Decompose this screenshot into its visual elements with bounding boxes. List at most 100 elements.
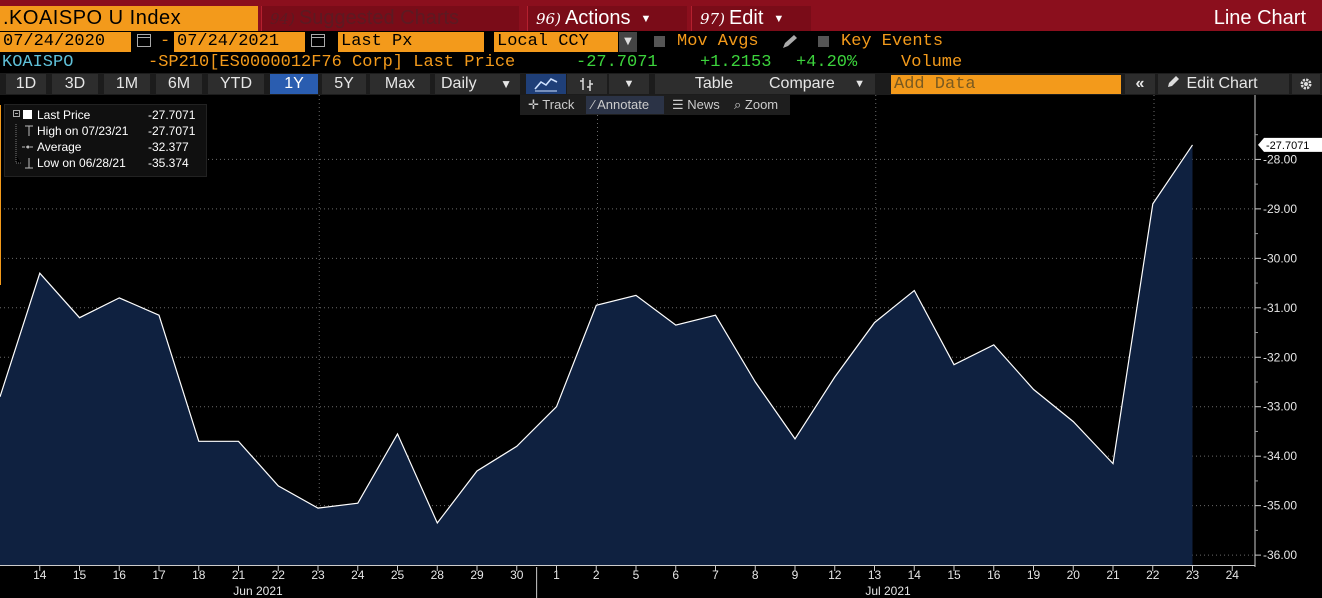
add-data-input[interactable]: Add Data bbox=[891, 75, 1121, 94]
x-tick-label: 7 bbox=[712, 568, 719, 582]
field-select[interactable]: Last Px bbox=[338, 32, 484, 52]
start-date-field[interactable]: 07/24/2020 bbox=[0, 32, 131, 52]
legend-label: Average bbox=[37, 140, 82, 154]
track-label: Track bbox=[542, 97, 575, 112]
suggested-charts-label: Suggested Charts bbox=[298, 7, 460, 29]
pencil-icon[interactable] bbox=[779, 33, 801, 51]
calendar-icon[interactable] bbox=[137, 34, 151, 47]
x-tick-label: 2 bbox=[593, 568, 600, 582]
actions-menu-button[interactable]: 96) Actions ▼ bbox=[527, 6, 687, 31]
collapse-box-icon bbox=[13, 107, 33, 123]
period-3d-button[interactable]: 3D bbox=[52, 74, 98, 94]
period-1y-button[interactable]: 1Y bbox=[270, 74, 318, 94]
chart-legend[interactable]: Last Price -27.7071 High on 07/23/21 -27… bbox=[4, 104, 207, 177]
chevron-down-icon: ▼ bbox=[500, 77, 512, 91]
period-max-button[interactable]: Max bbox=[370, 74, 430, 94]
news-button[interactable]: ☰ News bbox=[666, 96, 728, 114]
zoom-button[interactable]: ⌕ Zoom bbox=[728, 96, 790, 114]
security-title[interactable]: .KOAISPO U Index bbox=[0, 6, 258, 31]
quote-last-price: -27.7071 bbox=[576, 53, 658, 72]
title-bar: .KOAISPO U Index 94) Suggested Charts 96)… bbox=[0, 0, 1322, 31]
high-marker-icon bbox=[13, 123, 33, 139]
legend-row-high: High on 07/23/21 -27.7071 bbox=[5, 123, 208, 139]
x-tick-label: 19 bbox=[1027, 568, 1041, 582]
legend-label: High on 07/23/21 bbox=[37, 124, 129, 138]
edit-chart-button[interactable]: Edit Chart bbox=[1158, 74, 1289, 94]
x-tick-label: 28 bbox=[431, 568, 445, 582]
legend-label: Low on 06/28/21 bbox=[37, 156, 126, 170]
chevron-down-icon: ▼ bbox=[773, 13, 785, 25]
table-button[interactable]: Table bbox=[655, 74, 773, 94]
chevron-down-icon: ▼ bbox=[854, 78, 865, 90]
actions-label: Actions bbox=[564, 7, 631, 29]
compare-button[interactable]: Compare ▼ bbox=[757, 74, 875, 94]
pencil-icon bbox=[1168, 76, 1179, 87]
chart-type-dropdown[interactable]: ▼ bbox=[609, 74, 649, 94]
end-date-field[interactable]: 07/24/2021 bbox=[174, 32, 305, 52]
mov-avgs-label[interactable]: Mov Avgs bbox=[677, 32, 759, 51]
period-1d-button[interactable]: 1D bbox=[6, 74, 46, 94]
x-tick-label: 12 bbox=[828, 568, 842, 582]
y-tick-label: -34.00 bbox=[1263, 449, 1297, 463]
x-tick-label: 17 bbox=[152, 568, 166, 582]
legend-value: -32.377 bbox=[148, 140, 189, 154]
suggested-charts-number: 94) bbox=[270, 10, 295, 28]
x-tick-label: 20 bbox=[1067, 568, 1081, 582]
y-tick-label: -30.00 bbox=[1263, 251, 1297, 265]
legend-value: -27.7071 bbox=[148, 108, 196, 122]
chevron-down-icon[interactable]: ▼ bbox=[619, 32, 637, 52]
chevron-down-icon: ▼ bbox=[623, 78, 635, 90]
chart-area[interactable]: -28.00 -29.00 -30.00 -31.00 -32.00 -33.00 -34.… bbox=[0, 95, 1322, 598]
edit-chart-label: Edit Chart bbox=[1186, 75, 1258, 92]
month-label: Jul 2021 bbox=[865, 584, 911, 598]
x-tick-label: 29 bbox=[470, 568, 484, 582]
suggested-charts-button[interactable]: 94) Suggested Charts bbox=[261, 6, 519, 31]
x-tick-label: 21 bbox=[1106, 568, 1120, 582]
price-line bbox=[0, 144, 1193, 525]
month-label: Jun 2021 bbox=[233, 584, 283, 598]
y-tick-label: -33.00 bbox=[1263, 400, 1297, 414]
currency-select[interactable]: Local CCY bbox=[494, 32, 618, 52]
x-tick-label: 24 bbox=[351, 568, 365, 582]
key-events-label[interactable]: Key Events bbox=[841, 32, 944, 51]
legend-row-last: Last Price -27.7071 bbox=[5, 107, 208, 123]
bar-chart-type-button[interactable] bbox=[567, 74, 607, 94]
key-events-checkbox[interactable] bbox=[818, 36, 829, 47]
last-value-label: -27.7071 bbox=[1266, 140, 1309, 152]
mov-avgs-checkbox[interactable] bbox=[654, 36, 665, 47]
y-tick-label: -28.00 bbox=[1263, 152, 1297, 166]
frequency-label: Daily bbox=[441, 75, 477, 92]
edit-menu-button[interactable]: 97) Edit ▼ bbox=[691, 6, 811, 31]
chart-type-label: Line Chart bbox=[1213, 7, 1306, 29]
frequency-select[interactable]: Daily ▼ bbox=[435, 74, 520, 94]
date-separator: - bbox=[160, 32, 171, 51]
calendar-icon[interactable] bbox=[311, 34, 325, 47]
x-tick-label: 30 bbox=[510, 568, 524, 582]
collapse-icon[interactable]: « bbox=[1125, 74, 1155, 94]
x-tick-label: 15 bbox=[947, 568, 961, 582]
line-chart-type-button[interactable] bbox=[526, 74, 566, 94]
last-value-flag bbox=[1258, 137, 1322, 152]
period-5y-button[interactable]: 5Y bbox=[322, 74, 366, 94]
track-button[interactable]: ✛ Track bbox=[522, 96, 584, 114]
gear-icon[interactable] bbox=[1292, 74, 1320, 94]
y-axis-background bbox=[1254, 95, 1322, 598]
x-tick-label: 5 bbox=[633, 568, 640, 582]
period-ytd-button[interactable]: YTD bbox=[208, 74, 264, 94]
period-6m-button[interactable]: 6M bbox=[156, 74, 202, 94]
news-icon: ☰ bbox=[672, 97, 684, 112]
y-axis: -28.00 -29.00 -30.00 -31.00 -32.00 -33.00 -34.… bbox=[1254, 95, 1322, 598]
y-tick-label: -35.00 bbox=[1263, 499, 1297, 513]
x-tick-label: 13 bbox=[868, 568, 882, 582]
annotate-button[interactable]: ⁄ Annotate bbox=[586, 96, 664, 114]
volume-label[interactable]: Volume bbox=[901, 53, 963, 72]
period-1m-button[interactable]: 1M bbox=[104, 74, 150, 94]
average-marker-icon bbox=[13, 139, 34, 155]
edit-label: Edit bbox=[728, 7, 764, 29]
x-tick-label: 14 bbox=[33, 568, 47, 582]
quote-change-pct: +4.20% bbox=[796, 53, 858, 72]
x-tick-label: 16 bbox=[987, 568, 1001, 582]
news-label: News bbox=[687, 97, 720, 112]
actions-number: 96) bbox=[536, 10, 561, 28]
chevron-down-icon: ▼ bbox=[640, 13, 652, 25]
